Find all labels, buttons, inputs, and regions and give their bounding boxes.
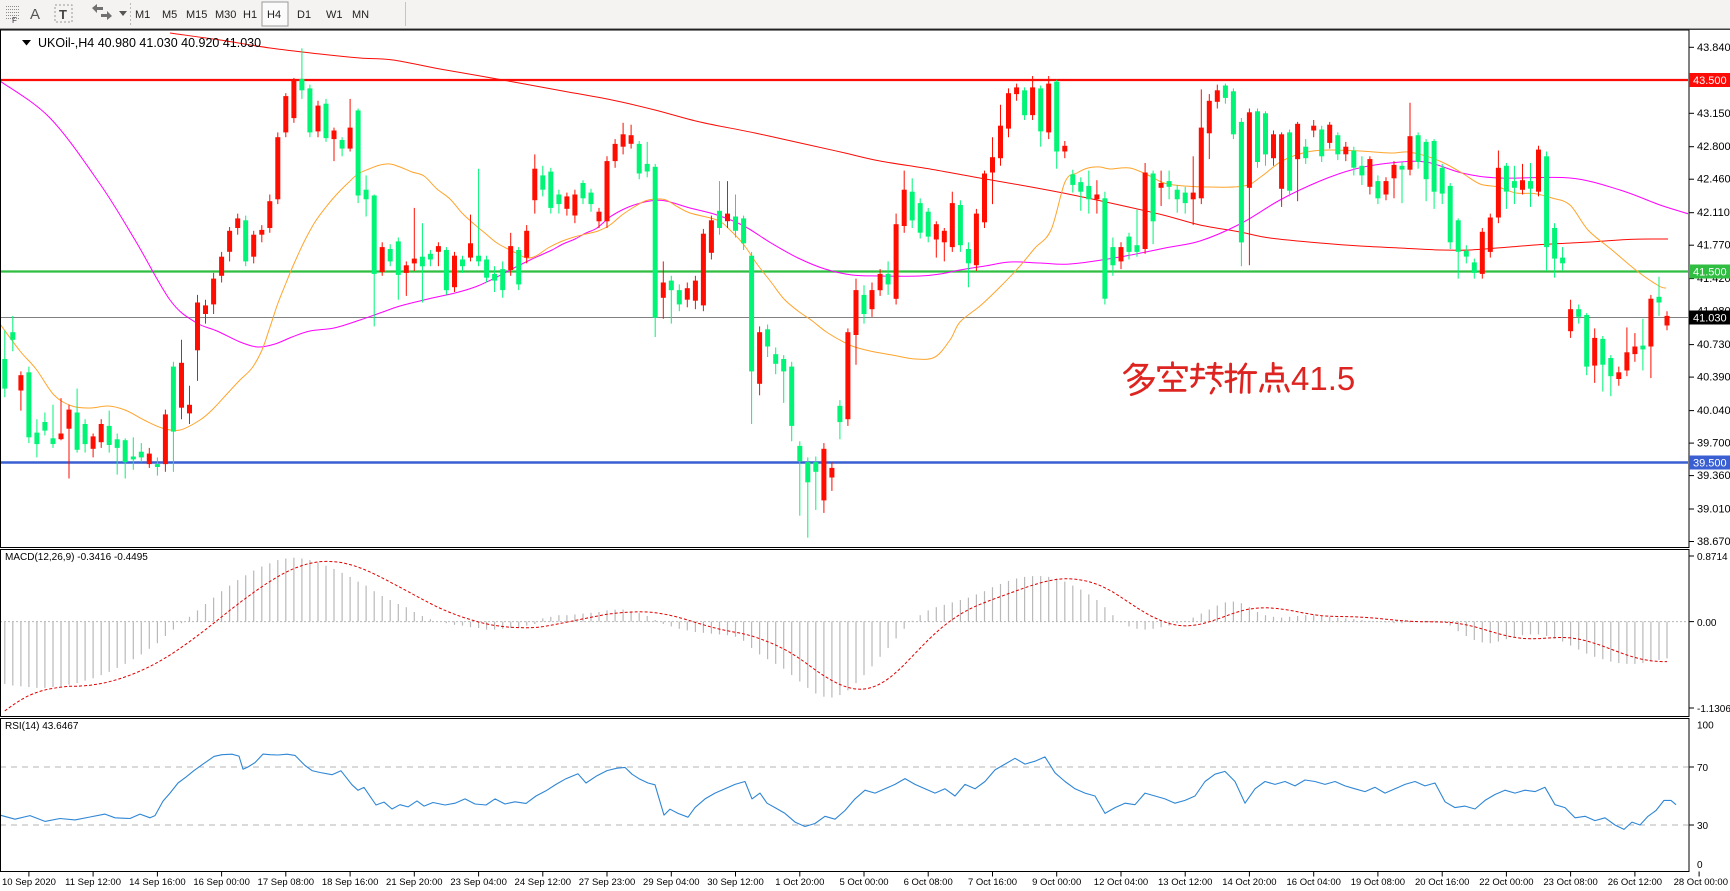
svg-text:41.500: 41.500 (1693, 267, 1727, 279)
svg-text:UKOil-,H4 40.980 41.030 40.92: UKOil-,H4 40.980 41.030 40.920 41.030 (38, 36, 261, 50)
svg-text:39.360: 39.360 (1697, 470, 1730, 482)
svg-text:6 Oct 08:00: 6 Oct 08:00 (904, 877, 953, 888)
svg-text:40.390: 40.390 (1697, 372, 1730, 384)
svg-text:100: 100 (1697, 721, 1714, 732)
svg-text:42.110: 42.110 (1697, 207, 1730, 219)
svg-text:30: 30 (1697, 821, 1709, 832)
svg-text:70: 70 (1697, 763, 1709, 774)
svg-text:28 Oct 00:00: 28 Oct 00:00 (1674, 877, 1728, 888)
svg-text:9 Oct 00:00: 9 Oct 00:00 (1032, 877, 1081, 888)
svg-text:13 Oct 12:00: 13 Oct 12:00 (1158, 877, 1212, 888)
svg-text:26 Oct 12:00: 26 Oct 12:00 (1608, 877, 1662, 888)
svg-text:43.500: 43.500 (1693, 75, 1727, 87)
svg-text:0: 0 (1697, 860, 1703, 871)
svg-text:39.700: 39.700 (1697, 438, 1730, 450)
svg-text:0.00: 0.00 (1697, 618, 1717, 629)
svg-text:20 Oct 16:00: 20 Oct 16:00 (1415, 877, 1469, 888)
svg-text:A: A (30, 6, 40, 23)
svg-text:19 Oct 08:00: 19 Oct 08:00 (1351, 877, 1405, 888)
svg-text:T: T (59, 7, 67, 22)
svg-text:-1.1306: -1.1306 (1697, 704, 1730, 715)
svg-text:24 Sep 12:00: 24 Sep 12:00 (515, 877, 572, 888)
svg-text:23 Oct 08:00: 23 Oct 08:00 (1543, 877, 1597, 888)
svg-text:42.460: 42.460 (1697, 174, 1730, 186)
svg-text:39.500: 39.500 (1693, 458, 1727, 470)
svg-text:18 Sep 16:00: 18 Sep 16:00 (322, 877, 379, 888)
svg-text:23 Sep 04:00: 23 Sep 04:00 (450, 877, 507, 888)
svg-text:5 Oct 00:00: 5 Oct 00:00 (839, 877, 888, 888)
svg-text:1 Oct 20:00: 1 Oct 20:00 (775, 877, 824, 888)
svg-text:43.840: 43.840 (1697, 42, 1730, 54)
svg-text:F: F (12, 16, 17, 25)
svg-text:MACD(12,26,9) -0.3416 -0.4495: MACD(12,26,9) -0.3416 -0.4495 (5, 552, 148, 563)
svg-text:D1: D1 (297, 9, 311, 21)
svg-text:M1: M1 (135, 9, 150, 21)
svg-text:17 Sep 08:00: 17 Sep 08:00 (258, 877, 315, 888)
svg-text:41.770: 41.770 (1697, 240, 1730, 252)
svg-text:M15: M15 (186, 9, 207, 21)
svg-text:41.030: 41.030 (1693, 313, 1727, 325)
svg-text:RSI(14) 43.6467: RSI(14) 43.6467 (5, 721, 79, 732)
svg-text:40.040: 40.040 (1697, 405, 1730, 417)
svg-text:21 Sep 20:00: 21 Sep 20:00 (386, 877, 443, 888)
svg-text:16 Oct 04:00: 16 Oct 04:00 (1286, 877, 1340, 888)
svg-text:43.150: 43.150 (1697, 108, 1730, 120)
svg-text:10 Sep 2020: 10 Sep 2020 (2, 877, 56, 888)
svg-text:MN: MN (352, 9, 369, 21)
svg-text:M30: M30 (215, 9, 236, 21)
svg-text:W1: W1 (326, 9, 343, 21)
svg-text:40.730: 40.730 (1697, 339, 1730, 351)
svg-text:0.8714: 0.8714 (1697, 552, 1728, 563)
svg-text:M5: M5 (162, 9, 177, 21)
svg-text:14 Sep 16:00: 14 Sep 16:00 (129, 877, 186, 888)
svg-text:29 Sep 04:00: 29 Sep 04:00 (643, 877, 700, 888)
svg-text:11 Sep 12:00: 11 Sep 12:00 (65, 877, 121, 888)
svg-text:38.670: 38.670 (1697, 536, 1730, 548)
svg-text:H4: H4 (267, 9, 281, 21)
svg-text:14 Oct 20:00: 14 Oct 20:00 (1222, 877, 1276, 888)
svg-text:42.800: 42.800 (1697, 141, 1730, 153)
svg-text:22 Oct 00:00: 22 Oct 00:00 (1479, 877, 1533, 888)
svg-text:30 Sep 12:00: 30 Sep 12:00 (707, 877, 764, 888)
svg-text:H1: H1 (243, 9, 257, 21)
svg-text:39.010: 39.010 (1697, 504, 1730, 516)
svg-text:7 Oct 16:00: 7 Oct 16:00 (968, 877, 1017, 888)
svg-text:27 Sep 23:00: 27 Sep 23:00 (579, 877, 636, 888)
svg-text:12 Oct 04:00: 12 Oct 04:00 (1094, 877, 1148, 888)
svg-text:41.5: 41.5 (1291, 360, 1355, 397)
svg-text:16 Sep 00:00: 16 Sep 00:00 (193, 877, 250, 888)
